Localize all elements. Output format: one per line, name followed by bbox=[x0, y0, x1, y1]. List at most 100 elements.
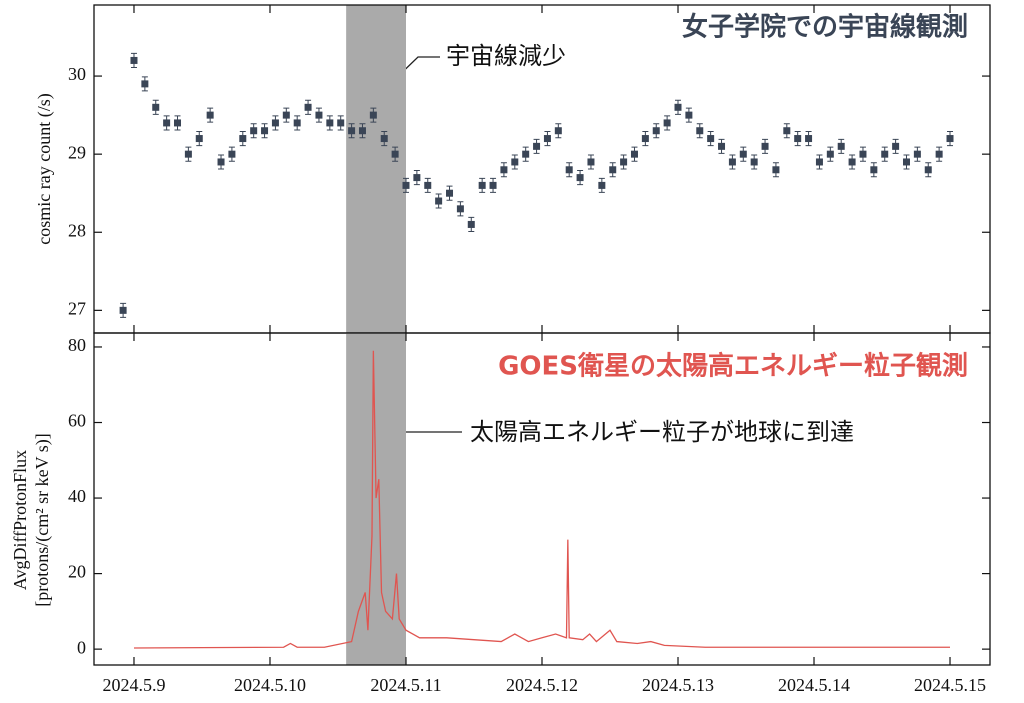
marker bbox=[739, 150, 747, 158]
marker bbox=[707, 135, 715, 143]
marker bbox=[870, 166, 878, 174]
marker bbox=[783, 127, 791, 135]
marker bbox=[261, 127, 269, 135]
y-tick-label: 20 bbox=[68, 562, 86, 582]
highlight-region bbox=[346, 333, 406, 665]
marker bbox=[511, 158, 519, 166]
marker bbox=[337, 119, 345, 127]
marker bbox=[304, 103, 312, 111]
marker bbox=[587, 158, 595, 166]
marker bbox=[391, 150, 399, 158]
marker bbox=[206, 111, 214, 119]
marker bbox=[435, 197, 443, 205]
x-tick-label: 2024.5.14 bbox=[778, 675, 850, 695]
annotation: 太陽高エネルギー粒子が地球に到達 bbox=[470, 418, 854, 446]
y-axis-label: [protons/(cm² sr keV s)] bbox=[32, 433, 53, 607]
marker bbox=[348, 127, 356, 135]
marker bbox=[848, 158, 856, 166]
marker bbox=[913, 150, 921, 158]
marker bbox=[609, 166, 617, 174]
marker bbox=[119, 306, 127, 314]
x-tick-label: 2024.5.9 bbox=[102, 675, 165, 695]
marker bbox=[826, 150, 834, 158]
marker bbox=[946, 135, 954, 143]
marker bbox=[489, 181, 497, 189]
marker bbox=[663, 119, 671, 127]
marker bbox=[282, 111, 290, 119]
marker bbox=[924, 166, 932, 174]
marker bbox=[456, 205, 464, 213]
marker bbox=[228, 150, 236, 158]
marker bbox=[174, 119, 182, 127]
marker bbox=[478, 181, 486, 189]
marker bbox=[195, 135, 203, 143]
y-tick-label: 28 bbox=[68, 220, 86, 240]
marker bbox=[761, 142, 769, 150]
marker bbox=[598, 181, 606, 189]
marker bbox=[859, 150, 867, 158]
y-axis-label: cosmic ray count (/s) bbox=[34, 93, 55, 244]
marker bbox=[402, 181, 410, 189]
marker bbox=[794, 135, 802, 143]
line bbox=[133, 350, 951, 649]
marker bbox=[837, 142, 845, 150]
marker bbox=[358, 127, 366, 135]
marker bbox=[250, 127, 258, 135]
marker bbox=[685, 111, 693, 119]
marker bbox=[728, 158, 736, 166]
marker bbox=[369, 111, 377, 119]
marker bbox=[217, 158, 225, 166]
x-tick-label: 2024.5.13 bbox=[642, 675, 714, 695]
marker bbox=[271, 119, 279, 127]
plot-frame bbox=[93, 332, 991, 666]
marker bbox=[522, 150, 530, 158]
marker bbox=[750, 158, 758, 166]
marker bbox=[380, 135, 388, 143]
marker bbox=[652, 127, 660, 135]
x-tick-label: 2024.5.11 bbox=[370, 675, 441, 695]
marker bbox=[620, 158, 628, 166]
y-tick-label: 29 bbox=[68, 142, 86, 162]
marker bbox=[881, 150, 889, 158]
marker bbox=[576, 174, 584, 182]
marker bbox=[239, 135, 247, 143]
highlight-region bbox=[346, 5, 406, 333]
marker bbox=[641, 135, 649, 143]
marker bbox=[674, 103, 682, 111]
marker bbox=[533, 142, 541, 150]
marker bbox=[130, 56, 138, 64]
marker bbox=[696, 127, 704, 135]
marker bbox=[815, 158, 823, 166]
annotation: 宇宙線減少 bbox=[446, 42, 566, 70]
y-tick-label: 27 bbox=[68, 298, 86, 318]
y-tick-label: 80 bbox=[68, 335, 86, 355]
marker bbox=[772, 166, 780, 174]
marker bbox=[141, 80, 149, 88]
marker bbox=[413, 174, 421, 182]
marker bbox=[424, 181, 432, 189]
marker bbox=[467, 220, 475, 228]
marker bbox=[935, 150, 943, 158]
marker bbox=[152, 103, 160, 111]
top-title: 女子学院での宇宙線観測 bbox=[682, 12, 968, 43]
marker bbox=[892, 142, 900, 150]
marker bbox=[293, 119, 301, 127]
y-axis-label: AvgDiffProtonFlux bbox=[10, 450, 30, 590]
x-tick-label: 2024.5.15 bbox=[914, 675, 986, 695]
marker bbox=[315, 111, 323, 119]
marker bbox=[805, 135, 813, 143]
marker bbox=[630, 150, 638, 158]
marker bbox=[543, 135, 551, 143]
marker bbox=[446, 189, 454, 197]
marker bbox=[554, 127, 562, 135]
marker bbox=[326, 119, 334, 127]
y-tick-label: 0 bbox=[77, 637, 86, 657]
marker bbox=[163, 119, 171, 127]
x-tick-label: 2024.5.10 bbox=[234, 675, 306, 695]
y-tick-label: 30 bbox=[68, 64, 86, 84]
marker bbox=[565, 166, 573, 174]
x-tick-label: 2024.5.12 bbox=[506, 675, 578, 695]
bottom-title: GOES衛星の太陽高エネルギー粒子観測 bbox=[498, 351, 968, 382]
marker bbox=[718, 142, 726, 150]
